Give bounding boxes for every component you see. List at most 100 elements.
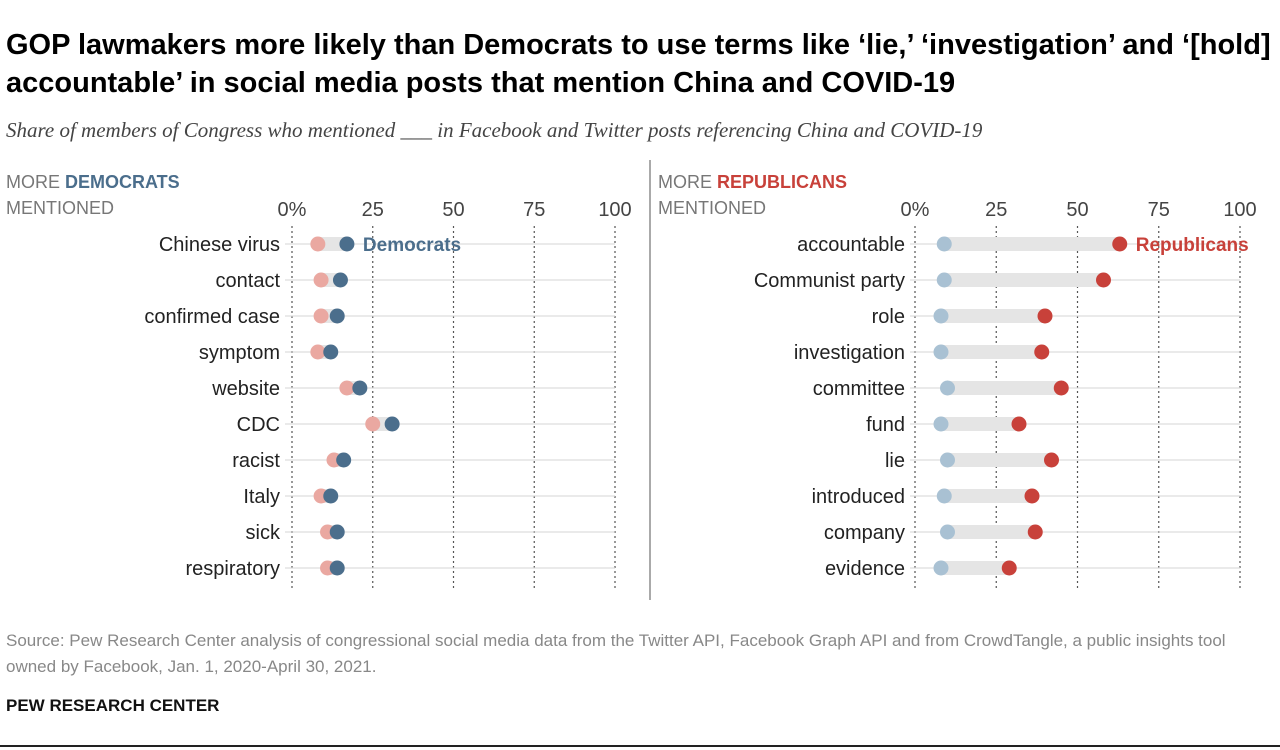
rep-featured-dot bbox=[1027, 524, 1043, 540]
left-header-line2: MENTIONED bbox=[6, 198, 114, 218]
rep-category-label: lie bbox=[885, 450, 905, 472]
rep-featured-dot bbox=[1024, 488, 1040, 504]
rep-gap-connector bbox=[947, 381, 1062, 395]
dem-row: racist bbox=[232, 450, 615, 472]
dem-row: confirmed case bbox=[144, 306, 615, 328]
dem-tick-label: 75 bbox=[523, 199, 545, 221]
left-header-line1: MORE DEMOCRATS bbox=[6, 172, 180, 192]
rep-gap-connector bbox=[941, 309, 1045, 323]
rep-row: accountable Republicans bbox=[797, 234, 1249, 256]
rep-featured-dot bbox=[1001, 560, 1017, 576]
dem-tick-label: 0% bbox=[278, 199, 307, 221]
rep-tick-label: 50 bbox=[1066, 199, 1088, 221]
dem-row: website bbox=[211, 378, 615, 400]
rep-gap-connector bbox=[947, 525, 1036, 539]
dem-category-label: Chinese virus bbox=[159, 234, 280, 256]
dem-series-label: Democrats bbox=[363, 235, 461, 256]
dem-opposing-dot bbox=[310, 236, 326, 252]
dem-category-label: CDC bbox=[237, 414, 280, 436]
rep-row: role bbox=[872, 306, 1240, 328]
dem-featured-dot bbox=[323, 488, 339, 504]
rep-category-label: accountable bbox=[797, 234, 905, 256]
rep-opposing-dot bbox=[940, 452, 955, 468]
dem-opposing-dot bbox=[339, 380, 355, 396]
dem-category-label: symptom bbox=[199, 342, 280, 364]
rep-tick-label: 100 bbox=[1223, 199, 1256, 221]
rep-featured-dot bbox=[1037, 308, 1053, 324]
dem-opposing-dot bbox=[313, 272, 329, 288]
dem-row: CDC bbox=[237, 414, 615, 436]
dem-category-label: respiratory bbox=[186, 558, 280, 580]
rep-opposing-dot bbox=[936, 488, 952, 504]
bottom-rule bbox=[0, 745, 1280, 747]
rep-tick-label: 0% bbox=[901, 199, 930, 221]
rep-opposing-dot bbox=[933, 560, 949, 576]
rep-category-label: role bbox=[872, 306, 905, 328]
rep-opposing-dot bbox=[933, 308, 949, 324]
organization-credit: PEW RESEARCH CENTER bbox=[6, 696, 220, 715]
dem-category-label: Italy bbox=[243, 486, 280, 508]
rep-featured-dot bbox=[1044, 452, 1059, 468]
rep-category-label: fund bbox=[866, 414, 905, 436]
dem-gap-connector bbox=[317, 237, 347, 251]
chart-title: GOP lawmakers more likely than Democrats… bbox=[6, 29, 1271, 99]
rep-gap-connector bbox=[944, 489, 1032, 503]
rep-category-label: committee bbox=[813, 378, 905, 400]
left-header-party: DEMOCRATS bbox=[65, 172, 180, 192]
rep-row: company bbox=[824, 522, 1240, 544]
dem-featured-dot bbox=[352, 380, 368, 396]
dem-category-label: racist bbox=[232, 450, 280, 472]
dem-featured-dot bbox=[323, 344, 339, 360]
rep-row: Communist party bbox=[754, 270, 1240, 292]
rep-category-label: company bbox=[824, 522, 905, 544]
dem-featured-dot bbox=[332, 272, 348, 288]
rep-row: investigation bbox=[794, 342, 1240, 364]
dem-row: respiratory bbox=[186, 558, 615, 580]
rep-row: evidence bbox=[825, 558, 1240, 580]
dem-row: sick bbox=[246, 522, 615, 544]
dem-category-label: website bbox=[211, 378, 280, 400]
rep-row: introduced bbox=[812, 486, 1240, 508]
rep-gap-connector bbox=[941, 417, 1019, 431]
rep-opposing-dot bbox=[933, 416, 949, 432]
dem-category-label: sick bbox=[246, 522, 281, 544]
rep-tick-label: 75 bbox=[1148, 199, 1170, 221]
rep-opposing-dot bbox=[940, 380, 955, 396]
dem-row: contact bbox=[216, 270, 615, 292]
dem-featured-dot bbox=[329, 560, 345, 576]
rep-category-label: investigation bbox=[794, 342, 905, 364]
dot-plot-chart: MORE DEMOCRATS MENTIONED 0% 25 50 75 100 Chi… bbox=[6, 160, 1257, 600]
dem-category-label: contact bbox=[216, 270, 281, 292]
dem-row: symptom bbox=[199, 342, 615, 364]
dem-featured-dot bbox=[329, 524, 345, 540]
dem-tick-label: 25 bbox=[362, 199, 384, 221]
right-header-party: REPUBLICANS bbox=[717, 172, 847, 192]
rep-featured-dot bbox=[1053, 380, 1069, 396]
rep-featured-dot bbox=[1096, 272, 1111, 288]
rep-row: committee bbox=[813, 378, 1240, 400]
source-note: Source: Pew Research Center analysis of … bbox=[6, 631, 1226, 676]
dem-featured-dot bbox=[384, 416, 400, 432]
dem-row: Italy bbox=[243, 486, 615, 508]
rep-gap-connector bbox=[941, 561, 1010, 575]
left-header-prefix: MORE bbox=[6, 172, 65, 192]
right-header-line2: MENTIONED bbox=[658, 198, 766, 218]
dem-row: Chinese virus Democrats bbox=[159, 234, 615, 256]
rep-gap-connector bbox=[944, 273, 1104, 287]
dem-featured-dot bbox=[339, 236, 355, 252]
rep-category-label: Communist party bbox=[754, 270, 905, 292]
rep-tick-label: 25 bbox=[985, 199, 1007, 221]
dem-tick-label: 100 bbox=[598, 199, 631, 221]
dem-opposing-dot bbox=[313, 308, 329, 324]
rep-row: fund bbox=[866, 414, 1240, 436]
rep-featured-dot bbox=[1034, 344, 1050, 360]
rep-featured-dot bbox=[1112, 236, 1128, 252]
chart-subtitle: Share of members of Congress who mention… bbox=[6, 118, 983, 142]
rep-gap-connector bbox=[944, 237, 1120, 251]
rep-opposing-dot bbox=[936, 236, 952, 252]
rep-gap-connector bbox=[947, 453, 1052, 467]
dem-featured-dot bbox=[329, 308, 345, 324]
dem-opposing-dot bbox=[365, 416, 381, 432]
rep-series-label: Republicans bbox=[1136, 235, 1249, 256]
rep-featured-dot bbox=[1011, 416, 1027, 432]
